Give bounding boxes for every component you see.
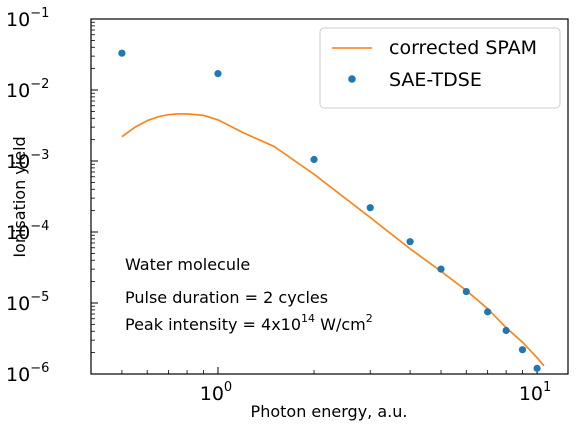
x-tick-label: 101 [519,380,551,405]
y-tick-label: 10−5 [6,290,49,315]
y-tick-label: 10−4 [6,219,49,244]
data-point-sae-tdse [214,70,222,78]
series-line-corrected-spam [121,113,545,367]
data-point-sae-tdse [484,308,492,316]
legend-label-sae-tdse: SAE-TDSE [389,69,482,91]
plot-frame [90,18,569,375]
legend-marker-swatch [348,75,356,83]
annotation-intensity-exp: 14 [301,312,315,325]
data-point-sae-tdse [118,49,126,57]
data-point-sae-tdse [518,346,527,354]
data-point-sae-tdse [366,204,374,212]
y-tick-label: 10−6 [6,361,49,386]
annotation-intensity-unit: W/cm [315,315,366,334]
data-point-sae-tdse [406,238,414,246]
annotation-block: Water molecule Pulse duration = 2 cycles… [125,255,373,334]
x-axis-label: Photon energy, a.u. [251,402,408,421]
data-point-sae-tdse [437,265,445,273]
annotation-intensity-unit-exp: 2 [366,312,373,325]
data-point-sae-tdse [310,155,318,164]
annotation-pulse: Pulse duration = 2 cycles [125,288,328,307]
x-tick-label: 100 [200,380,232,405]
legend-frame [319,27,561,109]
axis-ticks: 100 101 10−6 10−5 10−4 10−3 10−2 10−1 [6,6,551,405]
y-tick-label: 10−2 [6,77,49,102]
y-axis-label: Ionisation yield [10,136,29,257]
legend: corrected SPAM SAE-TDSE [319,27,561,109]
annotation-molecule: Water molecule [125,255,250,274]
series-layer [118,49,545,372]
data-point-sae-tdse [462,287,470,296]
y-tick-label: 10−1 [6,6,49,31]
annotation-intensity-prefix: Peak intensity = 4x10 [125,315,301,334]
data-point-sae-tdse [502,326,510,335]
data-point-sae-tdse [533,364,541,372]
annotation-intensity: Peak intensity = 4x1014 W/cm2 [125,312,373,334]
legend-label-corrected-spam: corrected SPAM [389,37,537,59]
y-tick-label: 10−3 [6,148,49,173]
